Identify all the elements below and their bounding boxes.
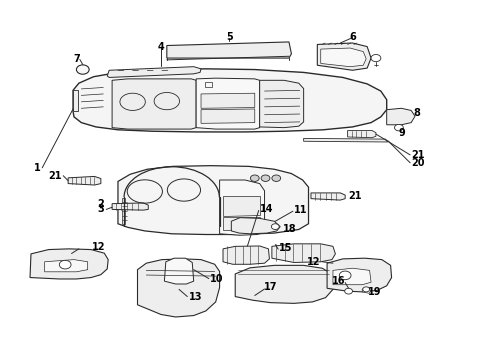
Circle shape: [76, 65, 89, 74]
Circle shape: [271, 224, 279, 229]
Polygon shape: [196, 78, 260, 129]
Polygon shape: [321, 48, 366, 67]
Polygon shape: [333, 268, 371, 285]
Text: 2: 2: [98, 199, 104, 209]
Text: 4: 4: [158, 42, 164, 51]
Polygon shape: [68, 176, 101, 185]
Text: 21: 21: [348, 191, 362, 201]
Text: 3: 3: [98, 204, 104, 215]
Polygon shape: [73, 69, 387, 132]
Text: 16: 16: [332, 276, 345, 286]
Circle shape: [344, 288, 352, 294]
Circle shape: [59, 260, 71, 269]
Polygon shape: [272, 244, 335, 262]
Text: 6: 6: [349, 32, 356, 41]
Polygon shape: [73, 90, 78, 111]
Polygon shape: [223, 217, 260, 230]
Polygon shape: [112, 79, 196, 129]
Circle shape: [363, 287, 369, 292]
Circle shape: [371, 54, 381, 62]
Polygon shape: [235, 265, 333, 303]
Polygon shape: [327, 258, 392, 292]
Polygon shape: [347, 131, 376, 138]
Text: 7: 7: [73, 54, 80, 64]
Polygon shape: [304, 138, 388, 142]
Polygon shape: [201, 109, 255, 123]
Text: 14: 14: [260, 204, 273, 215]
Polygon shape: [223, 196, 260, 216]
Text: 5: 5: [226, 32, 233, 41]
Polygon shape: [164, 258, 194, 284]
Circle shape: [339, 271, 351, 280]
Text: 21: 21: [411, 150, 425, 160]
Circle shape: [250, 175, 259, 181]
Polygon shape: [138, 259, 220, 317]
Text: 1: 1: [34, 163, 41, 173]
Polygon shape: [223, 246, 270, 264]
Polygon shape: [45, 260, 88, 272]
Polygon shape: [118, 166, 309, 234]
Polygon shape: [112, 203, 148, 210]
Text: 8: 8: [414, 108, 420, 118]
Polygon shape: [107, 67, 201, 77]
Circle shape: [261, 175, 270, 181]
Text: 12: 12: [307, 257, 321, 267]
Text: 11: 11: [294, 206, 307, 216]
Polygon shape: [387, 108, 415, 125]
Polygon shape: [231, 218, 280, 234]
Polygon shape: [167, 42, 292, 58]
Polygon shape: [220, 180, 265, 235]
Text: 10: 10: [210, 274, 223, 284]
Polygon shape: [201, 93, 255, 108]
Polygon shape: [318, 43, 371, 70]
Text: 15: 15: [279, 243, 293, 253]
Text: 21: 21: [49, 171, 62, 181]
Polygon shape: [362, 288, 371, 293]
Text: 18: 18: [283, 225, 297, 234]
Polygon shape: [205, 82, 212, 87]
Text: 19: 19: [368, 287, 382, 297]
Circle shape: [394, 125, 403, 131]
Text: 12: 12: [92, 242, 105, 252]
Polygon shape: [122, 198, 125, 224]
Polygon shape: [311, 193, 345, 200]
Text: 13: 13: [189, 292, 202, 302]
Text: 9: 9: [399, 128, 406, 138]
Circle shape: [272, 175, 281, 181]
Text: 20: 20: [411, 158, 425, 168]
Text: 17: 17: [264, 282, 277, 292]
Polygon shape: [30, 249, 108, 279]
Polygon shape: [260, 80, 304, 128]
